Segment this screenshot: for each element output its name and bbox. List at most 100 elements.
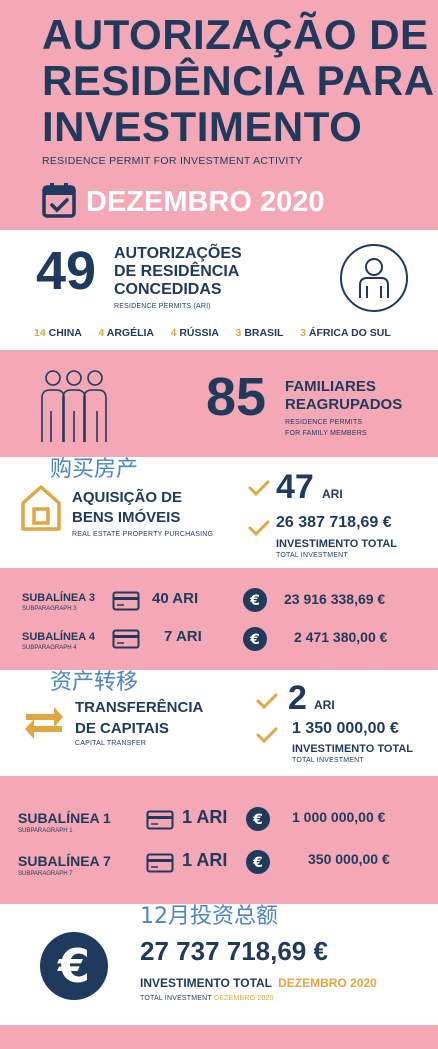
property-section: 购买房产 AQUISIÇÃO DE BENS IMÓVEIS REAL ESTA… bbox=[0, 457, 438, 568]
family-count: 85 bbox=[206, 367, 267, 427]
svg-text:€: € bbox=[252, 855, 263, 871]
capital-cjk-note: 资产转移 bbox=[50, 670, 139, 695]
property-amount-sub: TOTAL INVESTMENT bbox=[276, 552, 348, 559]
breakdown-ari: 1 ARI bbox=[182, 850, 228, 870]
country-num: 3 bbox=[235, 327, 242, 339]
breakdown-amount: 350 000,00 € bbox=[308, 851, 390, 867]
property-title: AQUISIÇÃO DE BENS IMÓVEIS bbox=[72, 488, 182, 528]
family-section: 85 FAMILIARES REAGRUPADOS RESIDENCE PERM… bbox=[0, 350, 438, 457]
month-label: DEZEMBRO 2020 bbox=[86, 186, 325, 218]
property-count: 47 bbox=[276, 468, 314, 506]
breakdown-row: SUBALÍNEA 1 SUBPARAGRAPH 1 1 ARI € 1 000… bbox=[0, 800, 438, 840]
capital-title-line-2: DE CAPITAIS bbox=[75, 720, 169, 737]
capital-amount-sub: TOTAL INVESTMENT bbox=[292, 757, 364, 764]
euro-symbol: € bbox=[57, 939, 90, 993]
check-icon bbox=[256, 692, 278, 710]
family-label: FAMILIARES REAGRUPADOS bbox=[285, 378, 402, 414]
capital-title: TRANSFERÊNCIA DE CAPITAIS bbox=[75, 697, 203, 739]
permits-sublabel: RESIDENCE PERMITS (ARI) bbox=[114, 303, 211, 310]
family-sub-line-2: FOR FAMILY MEMBERS bbox=[285, 430, 367, 437]
total-label-month: DEZEMBRO 2020 bbox=[278, 976, 377, 990]
total-sub: TOTAL INVESTMENT DEZEMBRO 2020 bbox=[140, 995, 274, 1002]
breakdown-amount: 2 471 380,00 € bbox=[294, 629, 388, 645]
title-line-1: AUTORIZAÇÃO DE bbox=[42, 11, 429, 58]
total-cjk-note: 12月投资总额 bbox=[140, 904, 278, 929]
country-item: 3 BRASIL bbox=[236, 327, 284, 339]
card-icon bbox=[146, 853, 174, 873]
family-label-line-2: REAGRUPADOS bbox=[285, 396, 403, 413]
property-count-unit: ARI bbox=[322, 487, 343, 501]
permits-count: 49 bbox=[36, 241, 97, 301]
euro-icon: € bbox=[246, 807, 270, 831]
transfer-arrows-icon bbox=[24, 704, 64, 740]
breakdown-row: SUBALÍNEA 4 SUBPARAGRAPH 4 7 ARI € 2 471… bbox=[0, 620, 438, 660]
breakdown-row: SUBALÍNEA 3 SUBPARAGRAPH 3 40 ARI € 23 9… bbox=[0, 582, 438, 622]
breakdown-label: SUBALÍNEA 1 bbox=[18, 810, 111, 826]
total-sub-month: DEZEMBRO 2020 bbox=[213, 995, 274, 1002]
capital-sub: CAPITAL TRANSFER bbox=[75, 740, 147, 747]
property-title-line-1: AQUISIÇÃO DE bbox=[72, 489, 183, 506]
euro-icon: € bbox=[243, 588, 267, 612]
family-icon bbox=[38, 366, 110, 444]
property-sub: REAL ESTATE PROPERTY PURCHASING bbox=[72, 531, 214, 538]
person-icon bbox=[338, 242, 410, 314]
capital-section: 资产转移 TRANSFERÊNCIA DE CAPITAIS CAPITAL T… bbox=[0, 670, 438, 776]
breakdown-amount: 1 000 000,00 € bbox=[292, 809, 386, 825]
country-num: 4 bbox=[170, 327, 177, 339]
country-item: 4 ARGÉLIA bbox=[98, 327, 153, 339]
total-section: 12月投资总额 € 27 737 718,69 € INVESTIMENTO T… bbox=[0, 904, 438, 1025]
check-icon bbox=[256, 726, 278, 744]
euro-icon: € bbox=[243, 627, 267, 651]
country-num: 4 bbox=[98, 327, 105, 339]
breakdown-ari: 1 ARI bbox=[182, 807, 228, 827]
country-name: ARGÉLIA bbox=[106, 327, 154, 339]
country-item: 14 CHINA bbox=[34, 327, 81, 339]
family-sub-line-1: RESIDENCE PERMITS bbox=[285, 419, 363, 426]
capital-count-unit: ARI bbox=[314, 698, 335, 712]
breakdown-row: SUBALÍNEA 7 SUBPARAGRAPH 7 1 ARI € 350 0… bbox=[0, 843, 438, 883]
permits-label-line-2: DE RESIDÊNCIA bbox=[114, 263, 240, 280]
page-subtitle: RESIDENCE PERMIT FOR INVESTMENT ACTIVITY bbox=[42, 155, 303, 167]
capital-breakdown-section: SUBALÍNEA 1 SUBPARAGRAPH 1 1 ARI € 1 000… bbox=[0, 776, 438, 904]
breakdown-sub: SUBPARAGRAPH 4 bbox=[22, 645, 77, 651]
permits-label-line-3: CONCEDIDAS bbox=[114, 281, 222, 298]
breakdown-label: SUBALÍNEA 7 bbox=[18, 853, 111, 869]
card-icon bbox=[112, 629, 140, 649]
svg-text:€: € bbox=[249, 632, 260, 648]
total-label-text: INVESTIMENTO TOTAL bbox=[140, 976, 272, 990]
breakdown-label: SUBALÍNEA 3 bbox=[22, 592, 95, 604]
total-label: INVESTIMENTO TOTAL DEZEMBRO 2020 bbox=[140, 976, 377, 990]
permits-label-line-1: AUTORIZAÇÕES bbox=[114, 245, 242, 262]
total-amount: 27 737 718,69 € bbox=[140, 936, 328, 966]
property-title-line-2: BENS IMÓVEIS bbox=[72, 509, 181, 526]
euro-icon: € bbox=[40, 932, 108, 1000]
check-icon bbox=[248, 519, 270, 537]
capital-title-line-1: TRANSFERÊNCIA bbox=[75, 699, 204, 716]
country-num: 3 bbox=[300, 327, 306, 339]
calendar-icon bbox=[42, 182, 76, 218]
breakdown-ari: 7 ARI bbox=[164, 628, 202, 645]
property-breakdown-section: SUBALÍNEA 3 SUBPARAGRAPH 3 40 ARI € 23 9… bbox=[0, 568, 438, 670]
total-sub-text: TOTAL INVESTMENT bbox=[140, 995, 212, 1002]
house-icon bbox=[20, 483, 62, 531]
page-title: AUTORIZAÇÃO DE RESIDÊNCIA PARA INVESTIME… bbox=[42, 12, 435, 150]
breakdown-sub: SUBPARAGRAPH 7 bbox=[18, 871, 73, 877]
permits-label: AUTORIZAÇÕES DE RESIDÊNCIA CONCEDIDAS bbox=[114, 245, 242, 299]
country-num: 14 bbox=[34, 327, 46, 339]
country-name: ÁFRICA DO SUL bbox=[308, 327, 391, 339]
breakdown-amount: 23 916 338,69 € bbox=[284, 591, 386, 607]
breakdown-sub: SUBPARAGRAPH 3 bbox=[22, 606, 77, 612]
property-amount-label: INVESTIMENTO TOTAL bbox=[276, 538, 398, 550]
countries-list: 14 CHINA 4 ARGÉLIA 4 RÚSSIA 3 BRASIL 3 Á… bbox=[34, 327, 391, 339]
card-icon bbox=[112, 591, 140, 611]
capital-amount: 1 350 000,00 € bbox=[292, 720, 399, 737]
country-item: 4 RÚSSIA bbox=[171, 327, 219, 339]
country-name: CHINA bbox=[48, 327, 82, 339]
footer-strip bbox=[0, 1025, 438, 1049]
capital-count: 2 bbox=[288, 679, 307, 717]
header-section: AUTORIZAÇÃO DE RESIDÊNCIA PARA INVESTIME… bbox=[0, 0, 438, 230]
family-sublabel: RESIDENCE PERMITS FOR FAMILY MEMBERS bbox=[285, 417, 367, 439]
property-cjk-note: 购买房产 bbox=[50, 457, 139, 482]
country-name: BRASIL bbox=[244, 327, 284, 339]
